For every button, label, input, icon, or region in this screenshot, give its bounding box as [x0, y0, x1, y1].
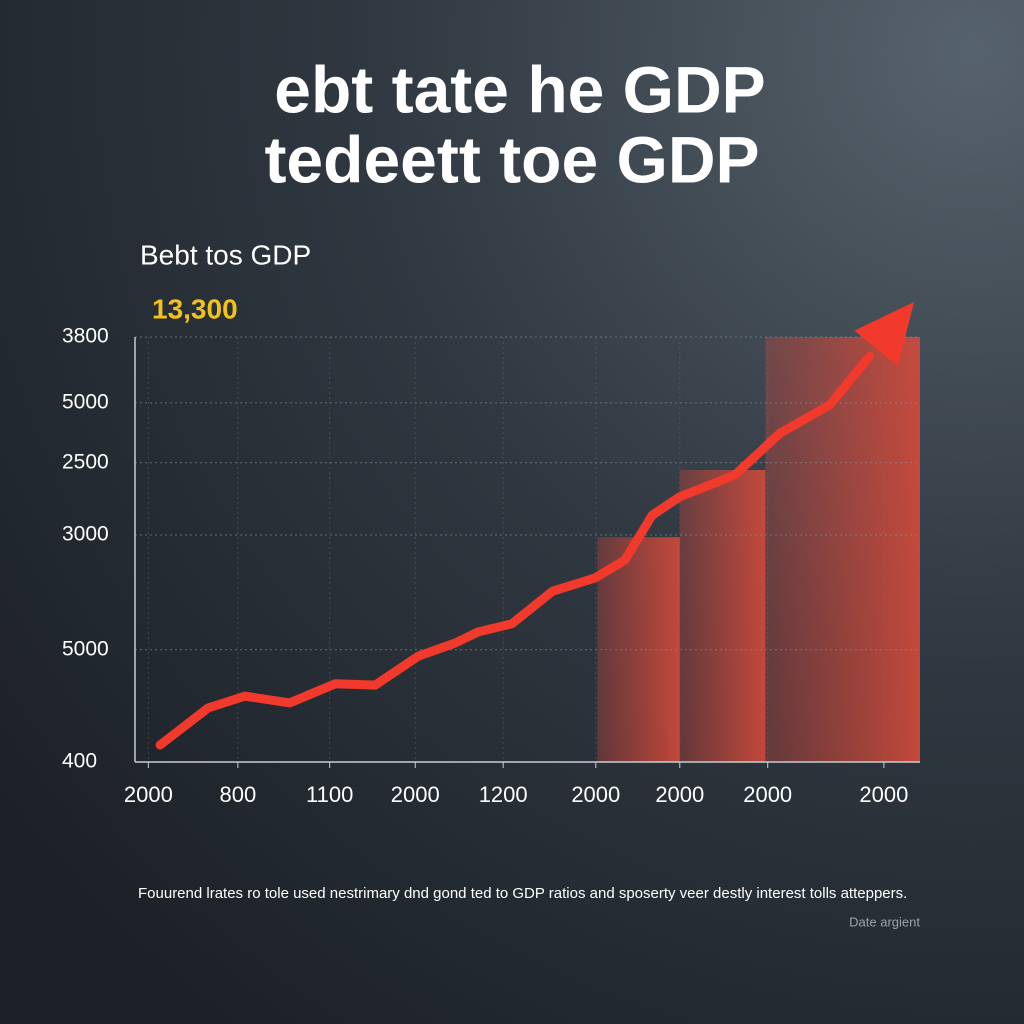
y-tick-label: 2500: [62, 450, 109, 473]
bar: [765, 337, 920, 762]
arrowhead: [854, 301, 915, 367]
x-tick-label: 2000: [859, 782, 908, 807]
y-tick-label: 5000: [62, 637, 109, 660]
bar: [679, 470, 766, 762]
x-tick-label: 2000: [743, 782, 792, 807]
highlight: 13,300: [152, 293, 238, 324]
x-tick-label: 2000: [391, 782, 440, 807]
line: [155, 351, 875, 750]
x-tick-label: 2000: [124, 782, 173, 807]
y-tick-label: 5000: [62, 390, 109, 413]
x-tick-label: 2000: [655, 782, 704, 807]
x-tick-label: 2000: [571, 782, 620, 807]
y-tick-label: 400: [62, 750, 97, 773]
x-tick-label: 800: [219, 782, 256, 807]
title-line: ebt tate he GDP: [274, 52, 765, 126]
subtitle: Bebt tos GDP: [140, 239, 311, 270]
y-tick-label: 3000: [62, 523, 109, 546]
x-tick-label: 1200: [479, 782, 528, 807]
source: Date argient: [849, 914, 920, 929]
title-line: tedeett toe GDP: [264, 122, 759, 196]
footnote: Fouurend lrates ro tole used nestrimary …: [138, 885, 907, 902]
y-tick-label: 3800: [62, 325, 109, 348]
x-tick-label: 1100: [306, 782, 353, 807]
